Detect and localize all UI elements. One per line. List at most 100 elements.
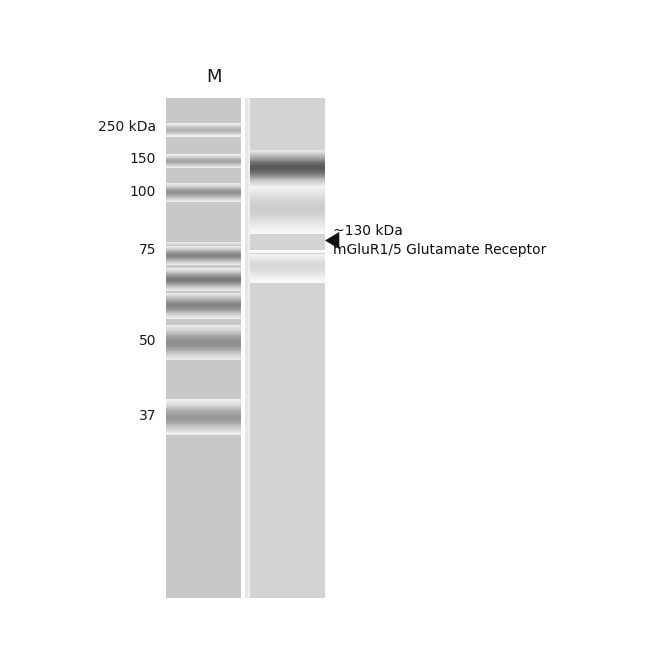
- Bar: [166, 414, 240, 415]
- Bar: [250, 270, 325, 272]
- Bar: [166, 412, 240, 413]
- Bar: [250, 166, 325, 167]
- Bar: [250, 182, 325, 183]
- Bar: [250, 222, 325, 224]
- Bar: [250, 256, 325, 257]
- Bar: [166, 329, 240, 330]
- Bar: [166, 431, 240, 432]
- Bar: [250, 225, 325, 226]
- Bar: [250, 216, 325, 217]
- Bar: [250, 178, 325, 179]
- Bar: [250, 174, 325, 175]
- Bar: [250, 220, 325, 221]
- Bar: [250, 276, 325, 277]
- Bar: [166, 343, 240, 344]
- Bar: [250, 177, 325, 178]
- Bar: [250, 176, 325, 177]
- Bar: [166, 399, 240, 400]
- Bar: [250, 230, 325, 231]
- Bar: [250, 272, 325, 273]
- Bar: [250, 265, 325, 266]
- Bar: [166, 400, 240, 401]
- Bar: [250, 184, 325, 185]
- Bar: [166, 345, 240, 346]
- Bar: [250, 274, 325, 276]
- Bar: [166, 427, 240, 428]
- Bar: [250, 205, 325, 207]
- Bar: [250, 253, 325, 254]
- Bar: [250, 185, 325, 186]
- Bar: [250, 257, 325, 258]
- Bar: [250, 168, 325, 170]
- Bar: [250, 203, 325, 204]
- Bar: [166, 314, 240, 315]
- Bar: [250, 155, 325, 156]
- Bar: [250, 229, 325, 230]
- Bar: [250, 259, 325, 260]
- Bar: [250, 167, 325, 168]
- Bar: [250, 165, 325, 166]
- Text: 250 kDa: 250 kDa: [98, 120, 156, 134]
- Bar: [250, 255, 325, 256]
- Bar: [166, 311, 240, 312]
- Bar: [166, 300, 240, 301]
- Bar: [250, 98, 325, 598]
- Bar: [250, 269, 325, 270]
- Text: 100: 100: [129, 185, 156, 199]
- Bar: [166, 307, 240, 308]
- Bar: [166, 419, 240, 420]
- Bar: [250, 173, 325, 174]
- Bar: [250, 231, 325, 233]
- Bar: [250, 194, 325, 195]
- Bar: [250, 170, 325, 171]
- Bar: [250, 218, 325, 220]
- Bar: [248, 98, 250, 598]
- Bar: [166, 404, 240, 405]
- Bar: [250, 264, 325, 265]
- Bar: [166, 411, 240, 412]
- Bar: [166, 304, 240, 305]
- Bar: [250, 217, 325, 218]
- Bar: [250, 224, 325, 225]
- Bar: [250, 204, 325, 205]
- Bar: [250, 188, 325, 190]
- Text: M: M: [207, 68, 222, 86]
- Bar: [166, 315, 240, 316]
- Bar: [166, 302, 240, 303]
- Bar: [166, 294, 240, 295]
- Bar: [166, 405, 240, 406]
- Bar: [166, 408, 240, 410]
- Bar: [166, 336, 240, 337]
- Bar: [166, 434, 240, 436]
- Bar: [250, 179, 325, 180]
- Bar: [166, 340, 240, 341]
- Bar: [250, 209, 325, 211]
- Bar: [250, 212, 325, 213]
- Bar: [250, 186, 325, 187]
- Bar: [166, 337, 240, 338]
- Bar: [250, 160, 325, 161]
- Bar: [166, 313, 240, 314]
- Bar: [166, 406, 240, 407]
- Bar: [166, 98, 240, 598]
- Polygon shape: [325, 232, 339, 249]
- Text: 150: 150: [129, 152, 156, 166]
- Bar: [250, 151, 325, 153]
- Bar: [250, 190, 325, 191]
- Bar: [250, 158, 325, 159]
- Bar: [250, 175, 325, 176]
- Text: 75: 75: [138, 243, 156, 257]
- Bar: [250, 280, 325, 281]
- Bar: [166, 352, 240, 354]
- Bar: [166, 292, 240, 293]
- Bar: [166, 424, 240, 425]
- Bar: [250, 258, 325, 259]
- Bar: [245, 98, 250, 598]
- Bar: [250, 180, 325, 181]
- Bar: [250, 192, 325, 194]
- Text: 37: 37: [138, 409, 156, 423]
- Bar: [250, 183, 325, 184]
- Bar: [166, 421, 240, 422]
- Bar: [250, 260, 325, 261]
- Bar: [250, 198, 325, 199]
